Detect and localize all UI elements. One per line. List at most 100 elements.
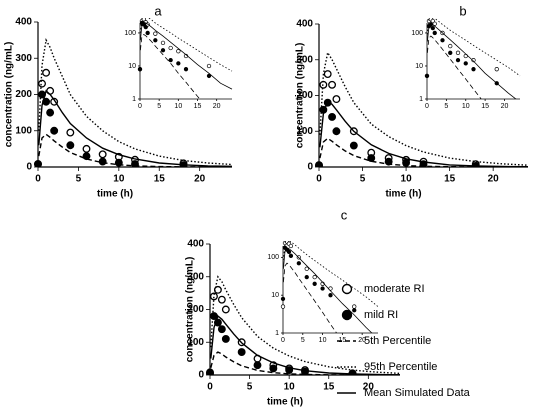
panel-label: b <box>459 3 466 18</box>
series-line <box>283 241 379 307</box>
data-point <box>312 275 317 280</box>
data-point <box>384 157 393 166</box>
series-line <box>38 133 233 167</box>
data-point <box>448 50 453 55</box>
data-point <box>221 305 230 314</box>
series-line <box>319 99 529 167</box>
data-point <box>328 112 337 121</box>
data-point <box>50 126 59 135</box>
x-tick-label: 15 <box>444 174 456 185</box>
data-point <box>82 152 91 161</box>
y-axis-label: concentration (ng/mL) <box>4 42 15 148</box>
data-point <box>46 108 55 117</box>
y-tick-label: 400 <box>296 19 313 30</box>
data-point <box>253 361 262 370</box>
y-tick-label: 400 <box>15 17 32 28</box>
data-point <box>176 49 181 54</box>
x-tick-label: 20 <box>363 382 375 393</box>
data-point <box>312 281 317 286</box>
legend-label: 95th Percentile <box>364 361 437 373</box>
data-point <box>280 304 286 309</box>
x-tick-label: 0 <box>316 174 322 185</box>
data-point <box>463 61 468 66</box>
legend-marker <box>341 283 353 295</box>
series-line <box>427 35 482 99</box>
x-tick-label: 20 <box>213 103 221 110</box>
y-tick-label: 300 <box>296 54 313 65</box>
data-point <box>288 243 294 249</box>
data-point <box>160 40 166 46</box>
data-point <box>168 58 173 63</box>
y-tick-label: 100 <box>411 30 423 37</box>
data-point <box>424 73 430 79</box>
y-tick-label: 10 <box>415 63 423 70</box>
data-point <box>143 24 148 30</box>
data-point <box>296 261 301 266</box>
x-axis-label: time (h) <box>97 189 133 200</box>
y-tick-label: 1 <box>132 96 136 103</box>
data-point <box>210 312 218 320</box>
data-point <box>98 157 107 166</box>
y-tick-label: 0 <box>307 162 313 173</box>
data-point <box>206 63 212 69</box>
data-point <box>217 325 226 334</box>
data-point <box>145 30 150 36</box>
data-point <box>332 127 341 136</box>
panel-label: c <box>341 207 348 222</box>
x-tick-label: 0 <box>35 174 41 185</box>
series-line <box>140 21 233 90</box>
plot-area <box>137 18 233 99</box>
x-tick-label: 10 <box>462 103 470 110</box>
legend-label: moderate RI <box>364 283 425 295</box>
data-point <box>471 58 476 63</box>
y-tick-label: 100 <box>187 337 204 348</box>
x-tick-label: 20 <box>194 174 206 185</box>
data-point <box>42 68 51 77</box>
x-tick-label: 15 <box>323 382 335 393</box>
y-tick-label: 0 <box>198 370 204 381</box>
y-tick-label: 200 <box>187 304 204 315</box>
plot-area <box>424 18 521 99</box>
data-point <box>432 30 437 36</box>
data-point <box>206 73 212 79</box>
data-point <box>160 48 166 53</box>
data-point <box>206 368 214 375</box>
data-point <box>288 253 294 258</box>
data-point <box>237 348 246 357</box>
data-point <box>440 38 445 43</box>
series-line <box>319 50 529 166</box>
y-tick-label: 100 <box>15 125 32 136</box>
data-point <box>304 275 309 280</box>
data-point <box>269 364 278 373</box>
x-tick-label: 15 <box>481 103 489 110</box>
panel-label: a <box>154 3 162 18</box>
y-tick-label: 1 <box>419 96 423 103</box>
series-line <box>427 23 517 99</box>
data-point <box>153 38 158 43</box>
x-tick-label: 10 <box>401 174 413 185</box>
y-tick-label: 10 <box>128 63 136 70</box>
x-tick-label: 5 <box>76 174 82 185</box>
x-tick-label: 0 <box>425 103 429 110</box>
series-line <box>210 314 401 375</box>
legend-label: 5th Percentile <box>364 335 431 347</box>
data-point <box>332 95 341 104</box>
x-axis-label: time (h) <box>267 397 303 408</box>
plot-area <box>315 50 529 167</box>
x-tick-label: 10 <box>113 174 125 185</box>
data-point <box>430 25 435 31</box>
x-axis-label: time (h) <box>385 189 421 200</box>
y-tick-label: 10 <box>271 292 279 299</box>
x-tick-label: 10 <box>319 337 327 344</box>
data-point <box>153 31 158 36</box>
series-line <box>38 89 233 167</box>
x-tick-label: 15 <box>154 174 166 185</box>
data-point <box>221 335 230 343</box>
data-point <box>471 67 476 72</box>
series-line <box>210 351 400 375</box>
x-tick-label: 10 <box>284 382 296 393</box>
x-tick-label: 5 <box>157 103 161 110</box>
legend-label: Mean Simulated Data <box>364 387 471 399</box>
plot-area <box>34 37 233 167</box>
